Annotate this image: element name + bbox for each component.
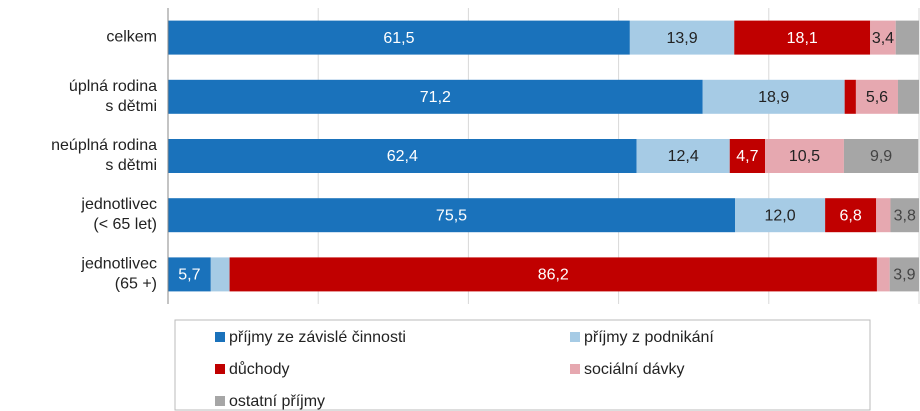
legend-label: příjmy ze závislé činnosti xyxy=(229,329,406,346)
category-line: s dětmi xyxy=(105,98,157,115)
bar-segment xyxy=(895,20,919,55)
value-label: 3,4 xyxy=(872,30,894,47)
value-label: 86,2 xyxy=(538,267,569,284)
bar-segment xyxy=(168,198,736,233)
bar-segment xyxy=(734,20,871,55)
category-line: (65 +) xyxy=(115,276,157,293)
bar-segment xyxy=(210,257,230,292)
bar-segment xyxy=(890,198,919,233)
value-label: 18,9 xyxy=(758,89,789,106)
value-label: 18,1 xyxy=(787,30,818,47)
value-label: 4,7 xyxy=(736,148,758,165)
category-label: úplná rodina s dětmi xyxy=(69,78,157,115)
value-label: 62,4 xyxy=(387,148,418,165)
bar-segment xyxy=(870,20,896,55)
category-line: jednotlivec xyxy=(80,256,157,273)
legend-label: příjmy z podnikání xyxy=(584,329,714,346)
legend-swatch xyxy=(215,332,225,342)
category-label: celkem xyxy=(106,29,157,46)
value-label: 9,9 xyxy=(870,148,892,165)
legend-swatch xyxy=(570,332,580,342)
category-label: neúplná rodina s dětmi xyxy=(51,137,157,174)
bar-segment xyxy=(855,79,898,114)
category-line: celkem xyxy=(106,29,157,46)
value-label: 12,4 xyxy=(668,148,699,165)
value-label: 5,7 xyxy=(178,267,200,284)
bar-segment xyxy=(168,79,703,114)
bar-segment xyxy=(629,20,735,55)
legend-label: sociální dávky xyxy=(584,361,685,378)
value-label: 71,2 xyxy=(420,89,451,106)
bar-segment xyxy=(735,198,826,233)
category-label: jednotlivec (< 65 let) xyxy=(80,196,157,233)
bar-segment xyxy=(825,198,877,233)
bar-segment xyxy=(765,139,844,173)
value-label: 3,8 xyxy=(894,207,916,224)
legend-label: ostatní příjmy xyxy=(229,393,325,410)
bar-segment xyxy=(897,79,919,114)
bar-segment xyxy=(876,257,890,292)
value-label: 10,5 xyxy=(789,148,820,165)
value-label: 6,8 xyxy=(840,207,862,224)
bar-segment xyxy=(229,257,877,292)
bar-segment xyxy=(636,139,730,173)
value-label: 5,6 xyxy=(866,89,888,106)
bar-segment xyxy=(729,139,766,173)
value-label: 13,9 xyxy=(666,30,697,47)
legend-label: důchody xyxy=(229,360,290,378)
category-line: úplná rodina xyxy=(69,78,157,95)
bar-segment xyxy=(876,198,891,233)
value-label: 3,9 xyxy=(893,267,915,284)
category-line: s dětmi xyxy=(105,157,157,174)
bar-segment xyxy=(168,257,211,292)
bar-segment xyxy=(844,79,856,114)
legend-swatch xyxy=(570,364,580,374)
bar-segment xyxy=(168,139,637,173)
category-line: (< 65 let) xyxy=(93,216,157,233)
legend-box xyxy=(174,319,871,411)
bar-segment xyxy=(889,257,919,292)
category-line: jednotlivec xyxy=(80,196,157,213)
legend-swatch xyxy=(215,364,225,374)
category-line: neúplná rodina xyxy=(51,137,157,154)
value-label: 75,5 xyxy=(436,207,467,224)
bar-segment xyxy=(702,79,845,114)
value-label: 61,5 xyxy=(383,30,414,47)
legend-swatch xyxy=(215,396,225,406)
value-label: 12,0 xyxy=(764,207,795,224)
bar-segment xyxy=(168,20,630,55)
category-label: jednotlivec (65 +) xyxy=(80,256,157,293)
bar-segment xyxy=(843,139,919,173)
